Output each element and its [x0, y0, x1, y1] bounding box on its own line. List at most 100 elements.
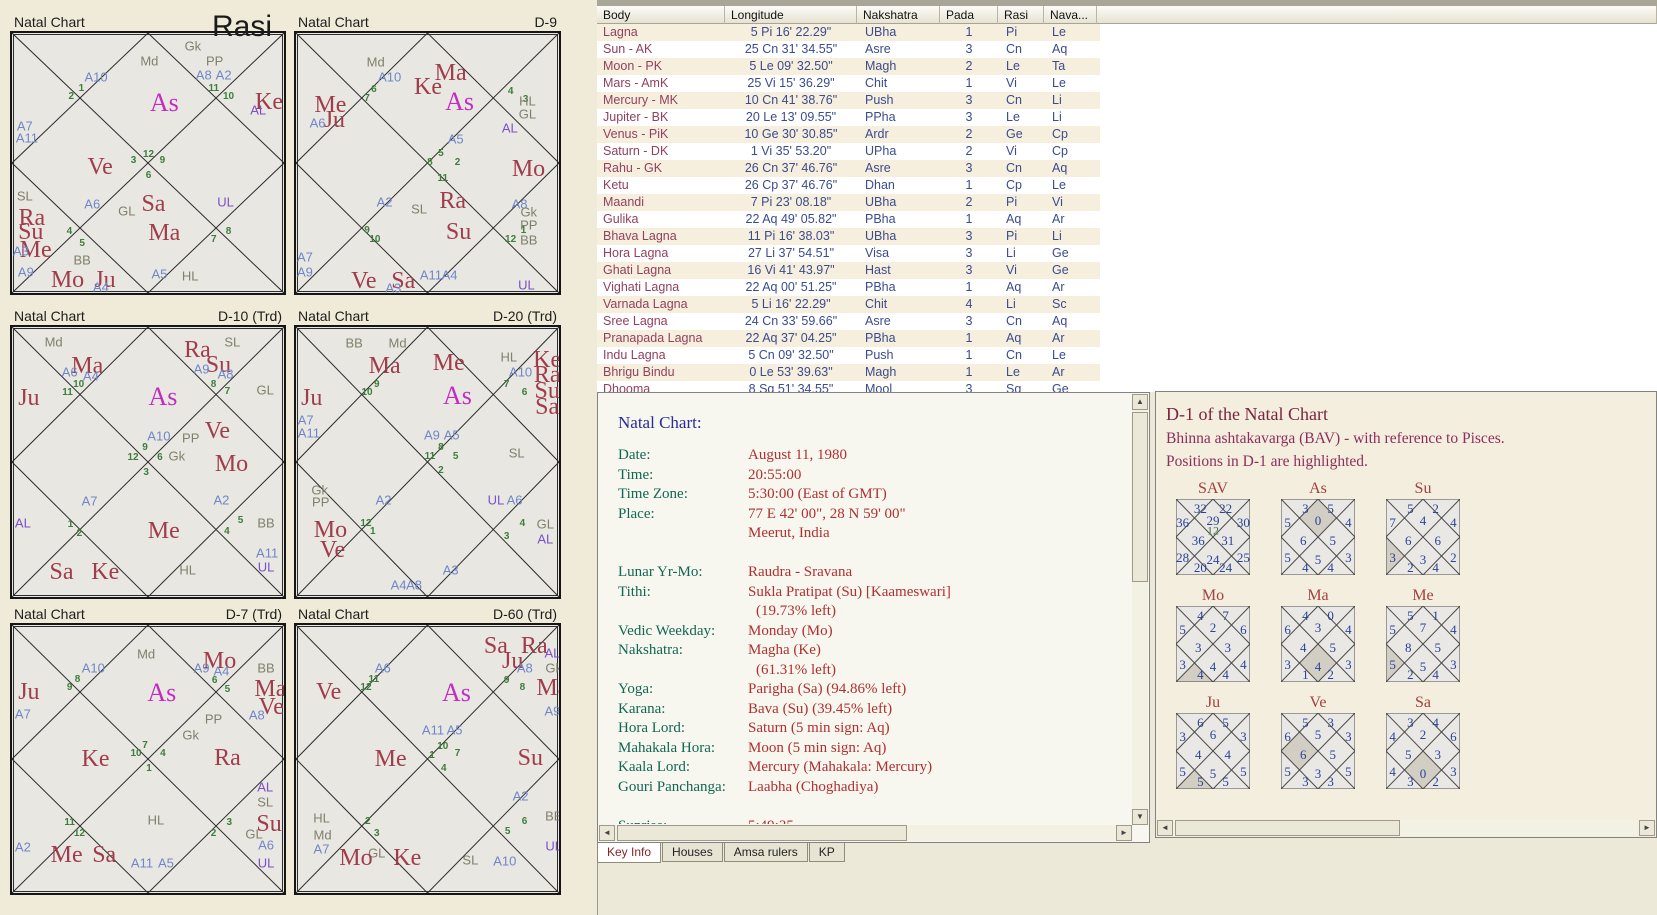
point-label: A5	[446, 722, 463, 738]
horizontal-scrollbar-thumb[interactable]	[617, 825, 907, 841]
planet-label: Mo	[202, 647, 237, 674]
bav-value-house-5: 5	[1284, 764, 1291, 780]
table-cell: 16 Vi 41' 43.97"	[747, 263, 835, 277]
column-header-rasi[interactable]: Rasi	[998, 6, 1044, 24]
point-label: AL	[14, 515, 31, 531]
table-row[interactable]: Rahu - GK 26 Cn 37' 46.76" Asre 3 Cn Aq	[597, 160, 1100, 177]
north-indian-chart[interactable]: Md A10 6 7 Me Ju A6 Ke Ma As A5 4 3 HL GL AL Mo A8 Gk PP BB A…	[294, 31, 561, 295]
column-header-longitude[interactable]: Longitude	[725, 6, 857, 24]
bav-value-house-12: 7	[1222, 607, 1229, 623]
column-header-nakshatra[interactable]: Nakshatra	[857, 6, 940, 24]
chart-panel-4: Natal Chart D-20 (Trd) BB Md Ma 9 10 Ju A7 A11 Me A…	[294, 306, 561, 599]
point-label: BB	[257, 660, 275, 676]
bav-value-house-3: 6	[1284, 621, 1291, 637]
point-label: UL	[518, 277, 535, 293]
bav-lagna-sign-number: 12	[1207, 523, 1219, 538]
north-indian-chart[interactable]: Md Gk PP A8 A2 A10 1 2 11 10 As Ke AL A7 A11 Ve 3 12 9 6 SL R…	[10, 31, 286, 295]
info-row	[600, 798, 1131, 818]
table-row[interactable]: Sun - AK 25 Cn 31' 34.55" Asre 3 Cn Aq	[597, 41, 1100, 58]
info-value: 20:55:00	[748, 466, 802, 483]
scroll-up-button[interactable]: ▲	[1132, 394, 1148, 410]
bav-scroll-right-button[interactable]: ►	[1639, 820, 1655, 836]
bav-value-house-6: 4	[1302, 560, 1309, 576]
chart-title: Natal Chart D-20 (Trd)	[298, 306, 557, 324]
table-cell: 1 Vi 35' 53.20"	[750, 144, 832, 158]
table-row[interactable]: Dhooma 8 Sg 51' 34.55" Mool 3 Sg Ge	[597, 381, 1100, 392]
info-value: (19.73% left)	[756, 603, 836, 619]
table-row[interactable]: Lagna 5 Pi 16' 22.29" UBha 1 Pi Le	[597, 24, 1100, 41]
table-row[interactable]: Jupiter - BK 20 Le 13' 09.55" PPha 3 Le Li	[597, 109, 1100, 126]
table-row[interactable]: Mercury - MK 10 Cn 41' 38.76" Push 3 Cn Li	[597, 92, 1100, 109]
column-header-nava[interactable]: Nava...	[1044, 6, 1097, 24]
table-row[interactable]: Hora Lagna 27 Li 37' 54.51" Visa 3 Li Ge	[597, 245, 1100, 262]
point-label: A10	[147, 428, 171, 444]
north-indian-chart[interactable]: BB Md Ma 9 10 Ju A7 A11 Me As HL A10 7 6 Ke Ra Su Sa A9 A5 8…	[294, 325, 561, 599]
sign-number: 9	[503, 675, 510, 686]
bav-value-house-2: 5	[1407, 500, 1414, 516]
point-label: UL	[217, 194, 234, 210]
table-row[interactable]: Mars - AmK 25 Vi 15' 36.29" Chit 1 Vi Le	[597, 75, 1100, 92]
point-label: A7	[81, 493, 98, 509]
tab-amsa-rulers[interactable]: Amsa rulers	[723, 843, 808, 862]
table-row[interactable]: Pranapada Lagna 22 Aq 37' 04.25" PBha 1 Aq Ar	[597, 330, 1100, 347]
north-indian-chart[interactable]: Md Ma A6 A4 10 11 Ju As Ra Su A9 A8 SL 8 7 GL A10 PP Gk 9 12…	[10, 325, 286, 599]
bav-value-house-5: 5	[1389, 657, 1396, 673]
bav-value-house-6: 5	[1197, 774, 1204, 790]
planet-label: Ma	[254, 676, 286, 703]
planet-label: Me	[374, 746, 407, 772]
sign-number: 1	[429, 750, 435, 762]
table-row[interactable]: Sree Lagna 24 Cn 33' 59.66" Asre 3 Cn Aq	[597, 313, 1100, 330]
table-row[interactable]: Moon - PK 5 Le 09' 32.50" Magh 2 Le Ta	[597, 58, 1100, 75]
table-cell: 7 Pi 23' 08.18"	[750, 195, 832, 209]
table-row[interactable]: Bhava Lagna 11 Pi 16' 38.03" UBha 3 Pi Li	[597, 228, 1100, 245]
sign-number: 2	[210, 828, 217, 840]
point-label: PP	[520, 217, 538, 233]
chart-title-left: Natal Chart	[14, 606, 85, 622]
table-row[interactable]: Varnada Lagna 5 Li 16' 22.29" Chit 4 Li Sc	[597, 296, 1100, 313]
planet-label: Ju	[323, 107, 346, 134]
bav-value-house-6: 1	[1302, 667, 1309, 683]
scroll-right-button[interactable]: ►	[1116, 825, 1132, 841]
point-label: GL	[118, 203, 136, 219]
tab-kp[interactable]: KP	[808, 843, 845, 862]
bav-title: D-1 of the Natal Chart	[1166, 404, 1328, 424]
bav-value-house-9: 2	[1450, 550, 1457, 566]
chart-division-label: D-9	[534, 14, 557, 30]
table-row[interactable]: Gulika 22 Aq 49' 05.82" PBha 1 Aq Ar	[597, 211, 1100, 228]
vertical-scrollbar-thumb[interactable]	[1132, 412, 1148, 582]
point-label: Gk	[311, 482, 328, 498]
table-row[interactable]: Indu Lagna 5 Cn 09' 32.50" Push 1 Cn Le	[597, 347, 1100, 364]
scroll-down-button[interactable]: ▼	[1132, 809, 1148, 825]
table-cell: Le	[1052, 178, 1066, 192]
table-row[interactable]: Bhrigu Bindu 0 Le 53' 39.63" Magh 1 Le Ar	[597, 364, 1100, 381]
table-cell: Maandi	[603, 195, 644, 209]
scroll-left-button[interactable]: ◄	[599, 825, 615, 841]
column-header-pada[interactable]: Pada	[940, 6, 998, 24]
table-row[interactable]: Maandi 7 Pi 23' 08.18" UBha 2 Pi Vi	[597, 194, 1100, 211]
planet-label: Mo	[313, 517, 348, 544]
table-row[interactable]: Ghati Lagna 16 Vi 41' 43.97" Hast 3 Vi Ge	[597, 262, 1100, 279]
table-cell: Ta	[1052, 59, 1066, 73]
tab-key-info[interactable]: Key Info	[597, 843, 662, 863]
table-row[interactable]: Ketu 26 Cp 37' 46.76" Dhan 1 Cp Le	[597, 177, 1100, 194]
point-label: A7	[16, 118, 33, 134]
point-label: A2	[215, 67, 232, 83]
point-label: GL	[518, 106, 537, 122]
table-row[interactable]: Venus - PiK 10 Ge 30' 30.85" Ardr 2 Ge Cp	[597, 126, 1100, 143]
column-header-body[interactable]: Body	[597, 6, 725, 24]
info-label: Place:	[618, 505, 655, 522]
bav-value-house-4: 4	[1194, 746, 1202, 762]
bav-horizontal-scrollbar-thumb[interactable]	[1175, 820, 1400, 836]
chart-division-label: D-20 (Trd)	[492, 308, 557, 324]
bav-value-house-12: 2	[1432, 500, 1439, 516]
north-indian-chart[interactable]: Md A10 Mo A9 A4 BB 8 9 6 5 Ju A7 As Ma Ve A8 PP Gk 7 10 4 1 Ke…	[10, 623, 286, 895]
planet-label: Ra	[214, 744, 241, 771]
tab-houses[interactable]: Houses	[662, 843, 723, 862]
table-cell: Mool	[865, 382, 893, 392]
table-row[interactable]: Saturn - DK 1 Vi 35' 53.20" UPha 2 Vi Cp	[597, 143, 1100, 160]
table-row[interactable]: Vighati Lagna 22 Aq 00' 51.25" PBha 1 Aq Ar	[597, 279, 1100, 296]
sign-number: 10	[73, 379, 85, 391]
bav-scroll-left-button[interactable]: ◄	[1157, 820, 1173, 836]
